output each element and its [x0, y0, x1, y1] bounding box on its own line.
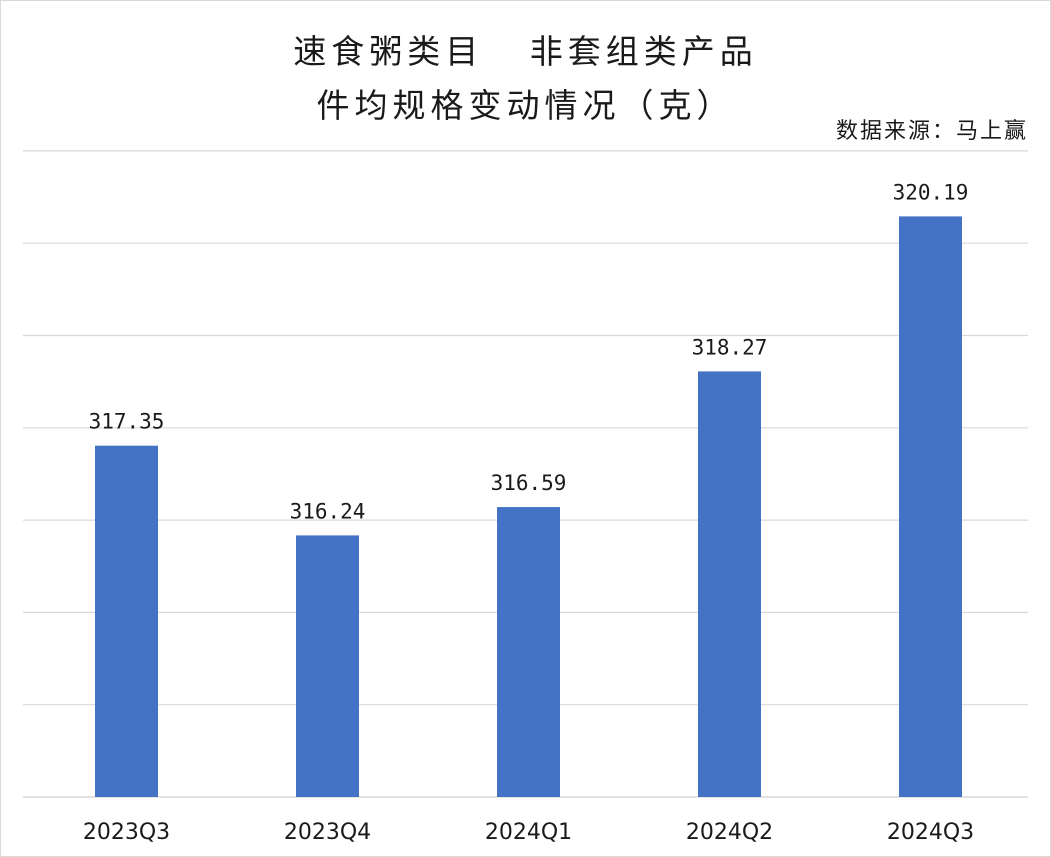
x-tick-label-2024Q2: 2024Q2 [686, 820, 773, 845]
x-tick-label-2023Q4: 2023Q4 [284, 820, 371, 845]
data-source-note: 数据来源：马上赢 [835, 119, 1028, 144]
data-label-2024Q3: 320.19 [893, 180, 969, 204]
data-label-2024Q1: 316.59 [491, 471, 567, 495]
x-tick-label-2024Q3: 2024Q3 [887, 820, 974, 845]
data-label-2024Q2: 318.27 [692, 335, 768, 359]
chart-title-line-1: 速食粥类目 非套组类产品 [293, 32, 758, 71]
x-tick-label-2024Q1: 2024Q1 [485, 820, 572, 845]
bar-2023Q4 [296, 535, 359, 797]
bar-2024Q2 [698, 371, 761, 797]
chart-title-line-2: 件均规格变动情况（克） [316, 86, 735, 125]
bar-2023Q3 [95, 445, 158, 797]
x-tick-label-2023Q3: 2023Q3 [83, 820, 170, 845]
bars [95, 216, 962, 797]
x-axis-tick-labels: 2023Q3 2023Q4 2024Q1 2024Q2 2024Q3 [83, 820, 974, 845]
data-label-2023Q3: 317.35 [89, 410, 165, 434]
bar-2024Q3 [899, 216, 962, 797]
data-label-2023Q4: 316.24 [290, 499, 366, 523]
data-labels: 317.35 316.24 316.59 318.27 320.19 [89, 180, 969, 523]
bar-2024Q1 [497, 507, 560, 797]
